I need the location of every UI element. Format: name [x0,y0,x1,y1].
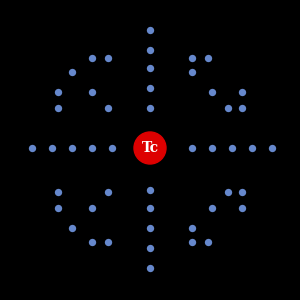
Point [190,70,194,74]
Point [148,188,152,192]
Point [70,146,74,150]
Point [56,190,60,194]
Point [226,190,230,194]
Point [106,240,110,244]
Point [148,85,152,90]
Point [50,146,54,150]
Point [190,226,194,230]
Point [210,90,214,94]
Point [56,90,60,94]
Point [148,206,152,210]
Point [148,48,152,52]
Point [206,56,210,60]
Point [90,56,94,60]
Point [240,190,244,194]
Point [190,240,194,244]
Point [240,206,244,210]
Point [106,190,110,194]
Circle shape [134,132,166,164]
Text: Tc: Tc [141,141,159,155]
Point [148,226,152,230]
Point [190,56,194,60]
Point [240,106,244,110]
Point [206,240,210,244]
Point [148,246,152,250]
Point [148,66,152,70]
Point [56,206,60,210]
Point [226,106,230,110]
Point [148,266,152,270]
Point [110,146,114,150]
Point [90,90,94,94]
Point [30,146,34,150]
Point [210,146,214,150]
Point [90,240,94,244]
Point [70,70,74,74]
Point [90,206,94,210]
Point [106,56,110,60]
Point [90,146,94,150]
Point [56,106,60,110]
Point [190,146,194,150]
Point [106,106,110,110]
Point [70,226,74,230]
Point [210,206,214,210]
Point [250,146,254,150]
Point [230,146,234,150]
Point [240,90,244,94]
Point [148,106,152,110]
Point [148,28,152,32]
Point [270,146,274,150]
